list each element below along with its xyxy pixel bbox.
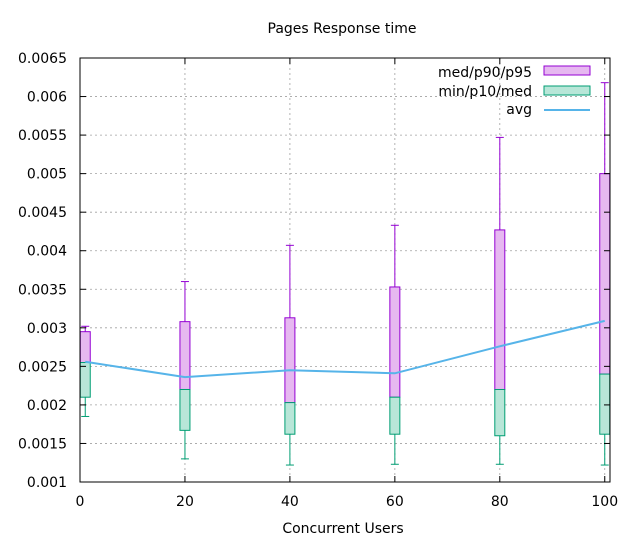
data-layer	[79, 82, 611, 466]
upper-box	[284, 317, 296, 404]
legend-label-upper: med/p90/p95	[438, 65, 532, 81]
upper-box	[494, 229, 506, 390]
legend: med/p90/p95 min/p10/med avg	[438, 65, 591, 118]
legend-swatch-lower	[543, 85, 591, 96]
upper-box	[179, 321, 191, 390]
y-tick-label: 0.0035	[18, 282, 67, 298]
y-tick-label: 0.0055	[18, 128, 67, 144]
lower-box	[389, 396, 401, 435]
x-tick-label: 60	[386, 494, 404, 510]
grid-layer	[80, 58, 610, 482]
plot-frame	[79, 57, 611, 483]
x-tick-label: 20	[176, 494, 194, 510]
y-tick-label: 0.002	[27, 398, 67, 414]
upper-box	[599, 173, 611, 375]
y-tick-label: 0.005	[27, 167, 67, 183]
y-tick-label: 0.004	[27, 244, 67, 260]
y-tick-label: 0.001	[27, 475, 67, 491]
y-tick-label: 0.0065	[18, 51, 67, 67]
upper-box	[389, 286, 401, 398]
y-tick-label: 0.0015	[18, 436, 67, 452]
y-tick-label: 0.006	[27, 90, 67, 106]
tick-layer: 0.001 0.0015 0.002 0.0025 0.003 0.0035 0.004 0.…	[18, 51, 618, 510]
avg-line	[85, 319, 605, 379]
x-tick-label: 80	[491, 494, 509, 510]
legend-swatch-upper	[543, 65, 591, 76]
x-tick-label: 100	[591, 494, 618, 510]
x-axis-label: Concurrent Users	[282, 521, 403, 537]
x-tick-label: 40	[281, 494, 299, 510]
chart-title: Pages Response time	[268, 21, 417, 37]
lower-box	[494, 388, 506, 437]
y-tick-label: 0.003	[27, 321, 67, 337]
y-tick-label: 0.0045	[18, 205, 67, 221]
upper-box	[79, 331, 91, 364]
lower-box	[284, 402, 296, 435]
legend-label-avg: avg	[506, 102, 532, 118]
legend-label-lower: min/p10/med	[438, 84, 532, 100]
lower-box	[599, 373, 611, 435]
lower-box	[79, 362, 91, 398]
y-tick-label: 0.0025	[18, 359, 67, 375]
lower-box	[179, 388, 191, 431]
x-tick-label: 0	[76, 494, 85, 510]
